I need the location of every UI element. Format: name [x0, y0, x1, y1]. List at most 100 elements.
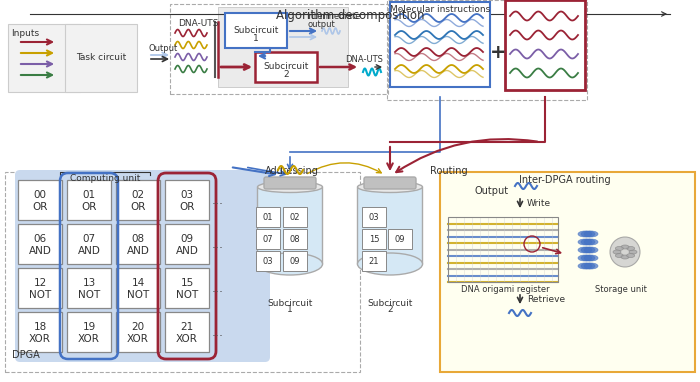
Text: output: output [308, 20, 336, 29]
FancyBboxPatch shape [67, 312, 111, 352]
FancyBboxPatch shape [388, 229, 412, 249]
FancyBboxPatch shape [15, 170, 270, 362]
Ellipse shape [626, 246, 635, 251]
Text: OR: OR [81, 202, 97, 212]
Text: 09: 09 [181, 234, 194, 244]
Text: 06: 06 [34, 234, 47, 244]
FancyBboxPatch shape [258, 187, 323, 264]
Ellipse shape [584, 247, 598, 253]
FancyBboxPatch shape [364, 177, 416, 189]
Ellipse shape [258, 253, 323, 275]
FancyBboxPatch shape [18, 268, 62, 308]
Text: OR: OR [32, 202, 48, 212]
Text: 18: 18 [34, 322, 47, 332]
Text: 07: 07 [83, 234, 96, 244]
Ellipse shape [615, 246, 623, 251]
Ellipse shape [629, 250, 637, 254]
Text: DNA-UTS: DNA-UTS [345, 55, 383, 63]
FancyBboxPatch shape [116, 312, 160, 352]
Text: Molecular instructions: Molecular instructions [390, 5, 490, 14]
Text: Output: Output [475, 186, 509, 196]
Text: 2: 2 [387, 305, 393, 314]
FancyBboxPatch shape [256, 251, 280, 271]
FancyBboxPatch shape [505, 0, 585, 90]
Text: XOR: XOR [176, 334, 198, 344]
FancyBboxPatch shape [18, 224, 62, 264]
Text: 15: 15 [369, 235, 379, 243]
Text: 03: 03 [262, 256, 273, 265]
FancyBboxPatch shape [165, 312, 209, 352]
Text: DPGA: DPGA [12, 350, 40, 360]
Ellipse shape [584, 231, 598, 237]
Ellipse shape [578, 247, 592, 253]
Text: Computing unit: Computing unit [70, 174, 140, 183]
FancyBboxPatch shape [18, 312, 62, 352]
FancyBboxPatch shape [67, 268, 111, 308]
FancyBboxPatch shape [362, 251, 386, 271]
Text: 02: 02 [290, 212, 300, 222]
Text: ...: ... [212, 325, 224, 338]
Text: Addressing: Addressing [265, 166, 319, 176]
Text: AND: AND [29, 246, 51, 256]
Text: Routing: Routing [430, 166, 468, 176]
Text: 21: 21 [369, 256, 379, 265]
Text: 14: 14 [132, 278, 145, 288]
FancyBboxPatch shape [362, 207, 386, 227]
Text: NOT: NOT [176, 290, 198, 300]
Ellipse shape [581, 255, 595, 261]
FancyBboxPatch shape [218, 7, 348, 87]
Ellipse shape [578, 263, 592, 269]
FancyBboxPatch shape [283, 229, 307, 249]
Text: 02: 02 [132, 190, 145, 200]
Text: Storage unit: Storage unit [595, 285, 647, 294]
Ellipse shape [581, 263, 595, 269]
Text: Write: Write [527, 199, 551, 207]
Text: Inter-DPGA routing: Inter-DPGA routing [519, 175, 611, 185]
FancyBboxPatch shape [67, 224, 111, 264]
FancyBboxPatch shape [256, 207, 280, 227]
FancyBboxPatch shape [116, 180, 160, 220]
Text: 19: 19 [83, 322, 96, 332]
Text: 03: 03 [181, 190, 194, 200]
Ellipse shape [615, 254, 623, 257]
Ellipse shape [581, 239, 595, 245]
FancyBboxPatch shape [116, 268, 160, 308]
Text: AND: AND [176, 246, 198, 256]
FancyBboxPatch shape [358, 187, 423, 264]
Text: Subcircuit: Subcircuit [233, 26, 279, 34]
Text: 09: 09 [290, 256, 300, 265]
Text: Intermediate: Intermediate [306, 12, 360, 21]
FancyBboxPatch shape [165, 180, 209, 220]
Text: XOR: XOR [127, 334, 149, 344]
Text: Subcircuit: Subcircuit [263, 62, 309, 71]
Text: 08: 08 [290, 235, 300, 243]
Text: 13: 13 [83, 278, 96, 288]
Ellipse shape [578, 255, 592, 261]
Text: ...: ... [212, 238, 224, 251]
Text: NOT: NOT [29, 290, 51, 300]
FancyBboxPatch shape [264, 177, 316, 189]
Ellipse shape [581, 247, 595, 253]
Text: 1: 1 [253, 34, 259, 42]
Text: 08: 08 [132, 234, 145, 244]
Text: ...: ... [212, 282, 224, 295]
Ellipse shape [584, 263, 598, 269]
Text: 01: 01 [262, 212, 273, 222]
Text: Algorithm decomposition: Algorithm decomposition [276, 9, 424, 22]
FancyBboxPatch shape [165, 224, 209, 264]
Ellipse shape [613, 250, 621, 254]
Text: 07: 07 [262, 235, 273, 243]
Text: NOT: NOT [78, 290, 100, 300]
Ellipse shape [610, 237, 640, 267]
FancyBboxPatch shape [390, 2, 490, 87]
FancyBboxPatch shape [225, 13, 287, 48]
FancyBboxPatch shape [165, 268, 209, 308]
Text: ...: ... [212, 194, 224, 207]
Ellipse shape [584, 239, 598, 245]
Text: Output: Output [148, 44, 177, 52]
Text: 01: 01 [83, 190, 96, 200]
Ellipse shape [578, 239, 592, 245]
FancyBboxPatch shape [8, 24, 80, 92]
Ellipse shape [584, 255, 598, 261]
Text: Subcircuit: Subcircuit [267, 299, 313, 308]
